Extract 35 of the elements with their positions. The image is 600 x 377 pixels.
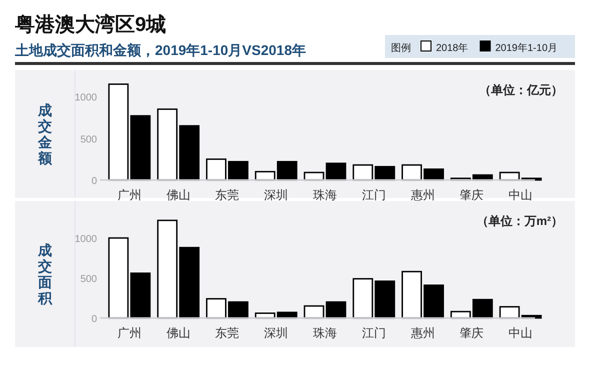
y-axis-title: 成交金额 [37, 102, 53, 166]
y-tick-label: 0 [91, 176, 98, 187]
y-tick-label: 1000 [74, 234, 98, 245]
y-tick-label: 0 [91, 314, 98, 325]
legend-title: 图例 [391, 43, 411, 54]
x-tick-label: 佛山 [166, 188, 190, 202]
annotation: （单位：万m²） [476, 214, 563, 228]
y-tick-label: 1000 [74, 92, 98, 104]
legend-label: 2018年 [436, 42, 468, 54]
x-tick-label: 中山 [508, 326, 533, 340]
bar [326, 301, 346, 319]
x-tick-label: 广州 [117, 188, 142, 202]
annotation: （单位：亿元） [479, 83, 563, 97]
x-tick-label: 东莞 [215, 326, 240, 340]
y-axis-title: 成交面积 [37, 242, 53, 306]
x-tick-label: 肇庆 [460, 326, 484, 340]
x-tick-label: 深圳 [264, 326, 288, 340]
x-tick-label: 惠州 [410, 326, 435, 340]
x-tick-label: 惠州 [410, 188, 435, 202]
bar [326, 162, 346, 181]
legend-label: 2019年1-10月 [495, 42, 558, 54]
chart-subtitle: 土地成交面积和金额，2019年1-10月VS2018年 [14, 42, 306, 58]
x-tick-label: 东莞 [215, 188, 240, 202]
x-tick-label: 中山 [508, 188, 533, 202]
x-tick-label: 肇庆 [460, 188, 484, 202]
x-tick-label: 江门 [362, 326, 386, 340]
x-tick-label: 珠海 [313, 326, 337, 340]
x-tick-label: 广州 [117, 326, 142, 340]
y-tick-label: 500 [80, 134, 98, 146]
x-tick-label: 江门 [362, 188, 386, 202]
x-tick-label: 佛山 [166, 326, 190, 340]
chart-title: 粤港澳大湾区9城 [14, 13, 166, 36]
y-tick-label: 500 [80, 274, 98, 285]
x-tick-label: 珠海 [313, 188, 337, 202]
x-tick-label: 深圳 [264, 188, 288, 202]
